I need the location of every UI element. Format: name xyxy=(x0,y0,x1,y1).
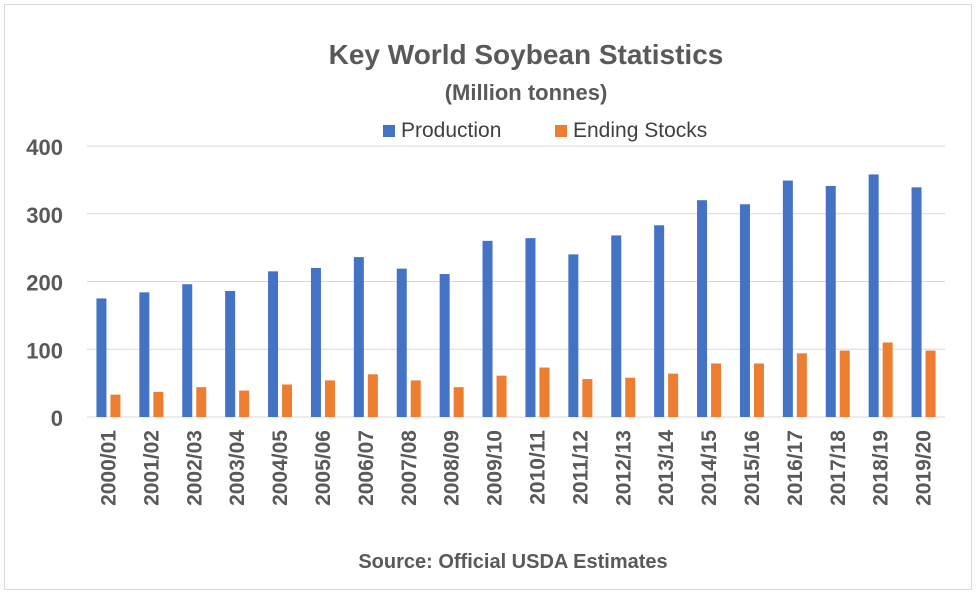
x-axis: 2000/01 2001/02 2002/03 2003/04 2004/05 2005/… xyxy=(97,430,935,506)
x-tick-label: 2000/01 xyxy=(97,430,120,506)
legend-label: Production xyxy=(401,119,501,142)
bar-production xyxy=(225,290,236,417)
bar-production xyxy=(482,240,493,417)
bar-ending-stocks xyxy=(582,379,593,417)
x-tick-label: 2001/02 xyxy=(140,430,163,506)
bar-ending-stocks xyxy=(282,384,293,417)
x-tick-label: 2014/15 xyxy=(698,430,721,506)
x-tick-label: 2004/05 xyxy=(269,430,292,506)
bar-ending-stocks xyxy=(153,391,164,417)
x-tick-label: 2013/14 xyxy=(655,430,678,506)
chart-title: Key World Soybean Statistics xyxy=(329,39,724,70)
x-tick-label: 2016/17 xyxy=(784,430,807,506)
x-tick-label: 2019/20 xyxy=(913,430,936,506)
x-tick-label: 2009/10 xyxy=(484,430,507,506)
gridlines xyxy=(87,145,945,418)
x-tick-label: 2005/06 xyxy=(312,430,335,506)
bar-ending-stocks xyxy=(239,390,250,417)
bar-ending-stocks xyxy=(796,353,807,417)
legend-label: Ending Stocks xyxy=(573,119,707,142)
y-tick-label: 0 xyxy=(51,406,63,431)
y-tick-label: 200 xyxy=(26,271,63,296)
bar-production xyxy=(654,225,665,417)
y-tick-label: 100 xyxy=(26,338,63,363)
bar-ending-stocks xyxy=(625,377,636,417)
x-tick-label: 2017/18 xyxy=(827,430,850,506)
bar-production xyxy=(182,284,193,417)
bar-production xyxy=(525,238,536,417)
bar-ending-stocks xyxy=(367,374,378,417)
chart-frame: Key World Soybean Statistics (Million to… xyxy=(4,4,972,590)
bar-ending-stocks xyxy=(324,380,335,417)
bar-ending-stocks xyxy=(925,350,936,417)
bar-production xyxy=(782,180,793,417)
bar-production xyxy=(96,298,107,417)
bar-ending-stocks xyxy=(410,380,421,417)
y-tick-label: 400 xyxy=(26,135,63,160)
chart-subtitle: (Million tonnes) xyxy=(445,80,608,105)
x-tick-label: 2018/19 xyxy=(870,430,893,506)
bar-production xyxy=(825,185,836,417)
source-note: Source: Official USDA Estimates xyxy=(358,551,667,573)
x-tick-label: 2006/07 xyxy=(355,430,378,506)
y-axis: 0 100 200 300 400 xyxy=(26,135,63,431)
bar-production xyxy=(396,268,407,417)
bar-ending-stocks xyxy=(882,342,893,417)
bar-production xyxy=(310,267,321,417)
bar-production xyxy=(868,174,879,417)
bar-production xyxy=(739,204,750,417)
bar-production xyxy=(439,274,450,417)
legend-swatch xyxy=(555,125,567,137)
bar-ending-stocks xyxy=(753,363,764,417)
x-tick-label: 2007/08 xyxy=(398,430,421,506)
x-tick-label: 2011/12 xyxy=(569,430,592,505)
bar-production xyxy=(268,271,279,417)
bar-ending-stocks xyxy=(196,387,207,417)
x-tick-label: 2008/09 xyxy=(441,430,464,506)
bar-production xyxy=(911,187,922,417)
bar-ending-stocks xyxy=(539,367,550,417)
x-tick-label: 2010/11 xyxy=(526,430,549,505)
bar-production xyxy=(697,200,708,417)
x-tick-label: 2015/16 xyxy=(741,430,764,506)
bar-ending-stocks xyxy=(839,350,850,417)
bar-ending-stocks xyxy=(711,363,722,417)
legend: Production Ending Stocks xyxy=(383,119,707,142)
bar-ending-stocks xyxy=(110,394,121,417)
legend-swatch xyxy=(383,125,395,137)
y-tick-label: 300 xyxy=(26,203,63,228)
x-tick-label: 2002/03 xyxy=(183,430,206,506)
bar-production xyxy=(353,257,364,417)
bar-ending-stocks xyxy=(453,387,464,417)
bar-production xyxy=(568,254,579,417)
x-tick-label: 2003/04 xyxy=(226,430,249,506)
x-tick-label: 2012/13 xyxy=(612,430,635,506)
bar-production xyxy=(611,235,622,417)
bars xyxy=(96,174,936,417)
bar-ending-stocks xyxy=(668,373,679,417)
bar-ending-stocks xyxy=(496,375,507,417)
chart: Key World Soybean Statistics (Million to… xyxy=(26,39,945,573)
bar-production xyxy=(139,292,150,417)
